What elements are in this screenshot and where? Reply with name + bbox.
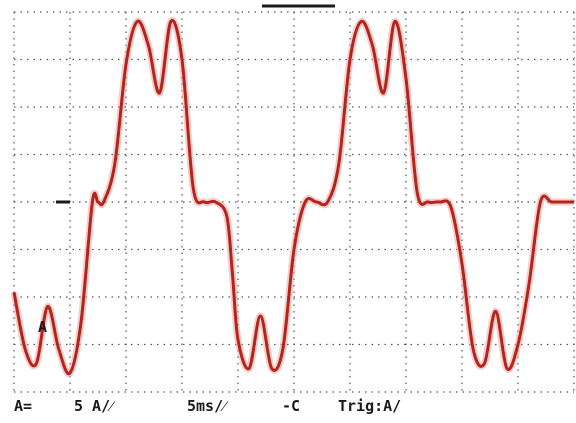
waveform-trace-glow: [10, 16, 574, 378]
volts-per-div-readout: 5 A/⁄: [74, 397, 113, 415]
offset-readout: -C: [282, 397, 301, 415]
time-per-div-readout: 5ms/⁄: [187, 397, 226, 415]
waveform-trace-line: [12, 18, 574, 376]
trigger-readout: Trig:A/: [338, 397, 402, 415]
channel-readout: A=: [14, 397, 33, 415]
channel-marker: A: [38, 318, 48, 336]
waveform-trace: [10, 16, 574, 378]
